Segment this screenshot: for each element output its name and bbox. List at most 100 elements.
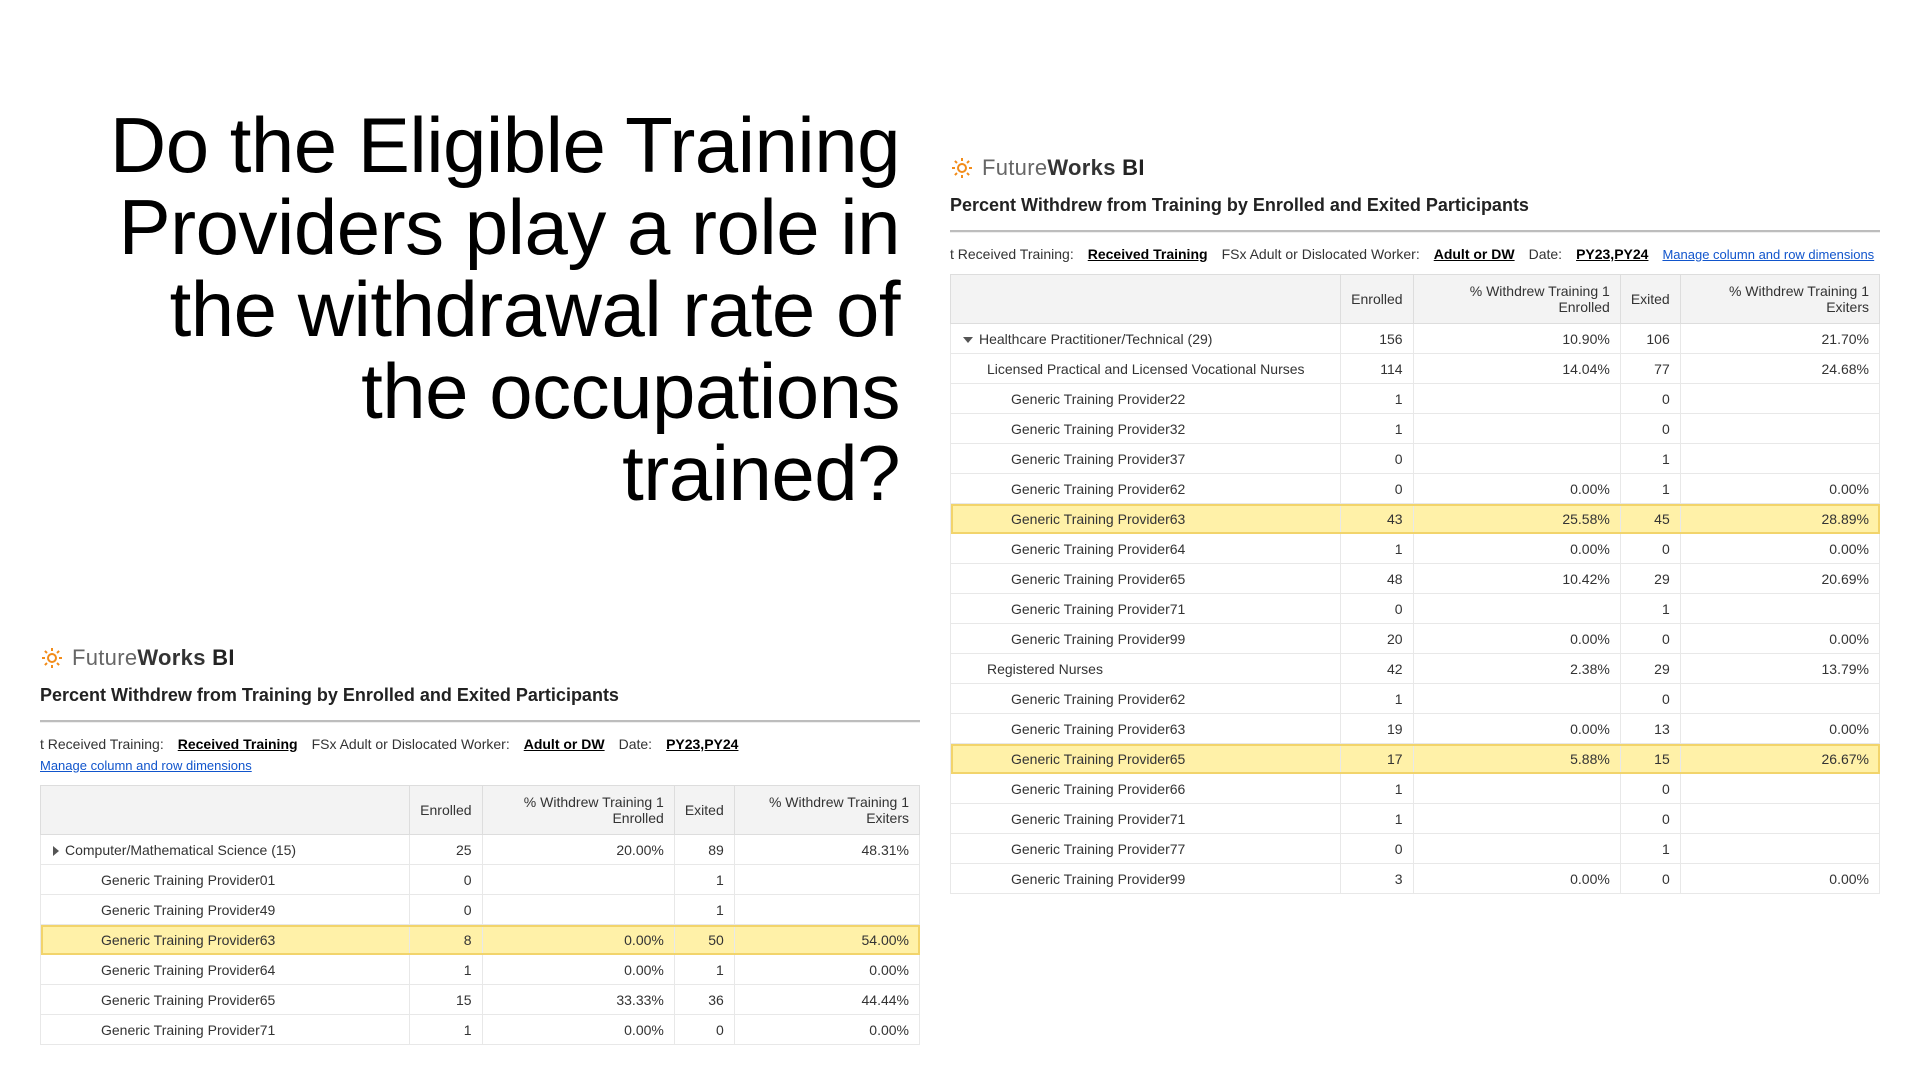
brand-gear-icon	[950, 156, 974, 180]
col-exited[interactable]: Exited	[1620, 275, 1680, 324]
table-header-row: Enrolled % Withdrew Training 1 Enrolled …	[41, 786, 920, 835]
cell-exited: 1	[1620, 834, 1680, 864]
row-label: Generic Training Provider77	[1011, 841, 1185, 857]
row-label: Generic Training Provider49	[101, 902, 275, 918]
col-pw-enrolled[interactable]: % Withdrew Training 1 Enrolled	[482, 786, 674, 835]
row-name-cell: Generic Training Provider63	[951, 714, 1341, 744]
manage-dimensions-link[interactable]: Manage column and row dimensions	[40, 758, 252, 773]
cell-exited: 15	[1620, 744, 1680, 774]
cell-exited: 0	[1620, 804, 1680, 834]
slide: Do the Eligible Training Providers play …	[0, 0, 1920, 1080]
cell-pw_exit	[1680, 774, 1879, 804]
cell-exited: 0	[1620, 624, 1680, 654]
table-row: Generic Training Provider4901	[41, 895, 920, 925]
cell-enrolled: 8	[410, 925, 482, 955]
divider	[950, 230, 1880, 232]
filter1-value[interactable]: Received Training	[178, 736, 298, 752]
cell-exited: 106	[1620, 324, 1680, 354]
row-name-cell: Registered Nurses	[951, 654, 1341, 684]
col-blank	[41, 786, 410, 835]
row-name-cell: Generic Training Provider64	[41, 955, 410, 985]
row-name-cell: Generic Training Provider65	[41, 985, 410, 1015]
cell-exited: 0	[674, 1015, 734, 1045]
cell-pw_exit: 0.00%	[1680, 864, 1879, 894]
filter3-value[interactable]: PY23,PY24	[666, 736, 738, 752]
cell-pw_exit: 20.69%	[1680, 564, 1879, 594]
cell-exited: 0	[1620, 414, 1680, 444]
report-table-right: Enrolled % Withdrew Training 1 Enrolled …	[950, 274, 1880, 894]
filter3-value[interactable]: PY23,PY24	[1576, 246, 1648, 262]
table-row: Generic Training Provider6410.00%00.00%	[951, 534, 1880, 564]
table-row[interactable]: Healthcare Practitioner/Technical (29) 15…	[951, 324, 1880, 354]
cell-pw_exit: 24.68%	[1680, 354, 1879, 384]
row-label: Generic Training Provider71	[1011, 811, 1185, 827]
col-enrolled[interactable]: Enrolled	[1341, 275, 1413, 324]
table-row: Generic Training Provider0101	[41, 865, 920, 895]
cell-enrolled: 19	[1341, 714, 1413, 744]
filter2-label: FSx Adult or Dislocated Worker:	[1222, 246, 1420, 262]
col-pw-exiters[interactable]: % Withdrew Training 1 Exiters	[1680, 275, 1879, 324]
cell-pw_exit	[734, 865, 919, 895]
row-label: Generic Training Provider62	[1011, 481, 1185, 497]
cell-exited: 45	[1620, 504, 1680, 534]
cell-enrolled: 3	[1341, 864, 1413, 894]
cell-pw_exit	[1680, 834, 1879, 864]
cell-exited: 1	[674, 955, 734, 985]
cell-pw_exit: 28.89%	[1680, 504, 1879, 534]
cell-enrolled: 0	[1341, 444, 1413, 474]
row-name-cell: Generic Training Provider71	[951, 594, 1341, 624]
table-row: Generic Training Provider3210	[951, 414, 1880, 444]
cell-pw_enr: 10.42%	[1413, 564, 1620, 594]
cell-exited: 77	[1620, 354, 1680, 384]
cell-pw_exit: 13.79%	[1680, 654, 1879, 684]
col-blank	[951, 275, 1341, 324]
row-label: Healthcare Practitioner/Technical (29)	[979, 331, 1212, 347]
row-label: Generic Training Provider65	[1011, 571, 1185, 587]
cell-pw_enr	[482, 895, 674, 925]
col-pw-enrolled[interactable]: % Withdrew Training 1 Enrolled	[1413, 275, 1620, 324]
filter2-value[interactable]: Adult or DW	[524, 736, 605, 752]
filter-bar-left: t Received Training: Received Training F…	[40, 732, 920, 777]
filter1-value[interactable]: Received Training	[1088, 246, 1208, 262]
cell-pw_enr: 0.00%	[1413, 474, 1620, 504]
table-row[interactable]: Computer/Mathematical Science (15)2520.0…	[41, 835, 920, 865]
row-name-cell: Licensed Practical and Licensed Vocation…	[951, 354, 1341, 384]
col-exited[interactable]: Exited	[674, 786, 734, 835]
row-name-cell: Generic Training Provider66	[951, 774, 1341, 804]
table-row: Generic Training Provider2210	[951, 384, 1880, 414]
table-row: Generic Training Provider651533.33%3644.…	[41, 985, 920, 1015]
cell-pw_exit: 0.00%	[1680, 474, 1879, 504]
cell-pw_enr	[1413, 774, 1620, 804]
cell-exited: 1	[1620, 444, 1680, 474]
cell-exited: 1	[674, 895, 734, 925]
cell-enrolled: 156	[1341, 324, 1413, 354]
cell-pw_exit	[1680, 414, 1879, 444]
cell-enrolled: 42	[1341, 654, 1413, 684]
row-name-cell: Generic Training Provider37	[951, 444, 1341, 474]
cell-pw_enr	[1413, 684, 1620, 714]
cell-exited: 1	[1620, 594, 1680, 624]
cell-pw_enr	[1413, 414, 1620, 444]
row-label: Generic Training Provider65	[101, 992, 275, 1008]
cell-exited: 0	[1620, 684, 1680, 714]
col-enrolled[interactable]: Enrolled	[410, 786, 482, 835]
brand: FutureWorks BI	[950, 155, 1880, 181]
report-panel-right: FutureWorks BI Percent Withdrew from Tra…	[950, 155, 1880, 894]
table-row: Generic Training Provider6200.00%10.00%	[951, 474, 1880, 504]
cell-exited: 0	[1620, 534, 1680, 564]
collapse-icon[interactable]	[963, 337, 973, 343]
cell-pw_enr: 2.38%	[1413, 654, 1620, 684]
table-row: Generic Training Provider370 1	[951, 444, 1880, 474]
divider	[40, 720, 920, 722]
row-name-cell[interactable]: Computer/Mathematical Science (15)	[41, 835, 410, 865]
col-pw-exiters[interactable]: % Withdrew Training 1 Exiters	[734, 786, 919, 835]
row-name-cell: Generic Training Provider71	[951, 804, 1341, 834]
row-label: Generic Training Provider71	[1011, 601, 1185, 617]
row-name-cell[interactable]: Healthcare Practitioner/Technical (29)	[951, 324, 1341, 354]
cell-enrolled: 1	[410, 1015, 482, 1045]
cell-pw_enr: 20.00%	[482, 835, 674, 865]
filter2-value[interactable]: Adult or DW	[1434, 246, 1515, 262]
expand-icon[interactable]	[53, 846, 59, 856]
table-header-row: Enrolled % Withdrew Training 1 Enrolled …	[951, 275, 1880, 324]
manage-dimensions-link[interactable]: Manage column and row dimensions	[1662, 247, 1874, 262]
